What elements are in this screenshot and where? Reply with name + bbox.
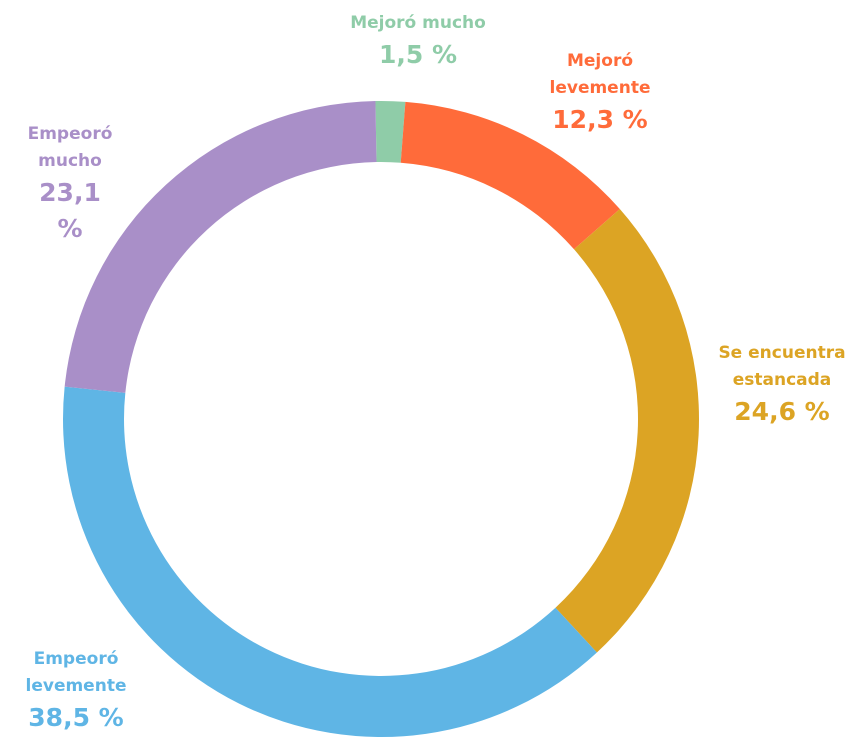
category-label: Mejoró mucho — [350, 13, 486, 33]
value-label: 12,3 % — [552, 105, 648, 134]
donut-segment — [400, 101, 620, 250]
segment-label: Mejoró mucho 1,5 % — [308, 10, 528, 73]
donut-segment — [63, 386, 597, 737]
category-label: Mejoró levemente — [549, 51, 651, 98]
donut-segment — [555, 209, 699, 653]
donut-segment — [64, 101, 377, 393]
segment-label: Se encuentra estancada 24,6 % — [712, 340, 852, 430]
segment-label: Empeoró levemente 38,5 % — [16, 646, 136, 736]
category-label: Empeoró levemente — [25, 649, 127, 696]
donut-segment — [375, 101, 406, 163]
value-label: 38,5 % — [28, 703, 124, 732]
segment-label: Mejoró levemente 12,3 % — [545, 48, 655, 138]
value-label: 1,5 % — [378, 40, 458, 69]
value-label: 24,6 % — [734, 397, 830, 426]
category-label: Empeoró mucho — [27, 124, 113, 171]
value-label: 23,1 % — [39, 178, 101, 243]
category-label: Se encuentra estancada — [718, 343, 846, 390]
segment-label: Empeoró mucho 23,1 % — [25, 121, 115, 247]
